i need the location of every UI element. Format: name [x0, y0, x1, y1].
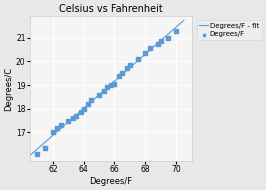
Line: Degrees/F - fit: Degrees/F - fit: [30, 20, 184, 156]
Degrees/F: [66, 119, 70, 122]
Degrees/F - fit: [174, 26, 178, 28]
Degrees/F: [71, 117, 75, 120]
Degrees/F: [102, 89, 106, 93]
Degrees/F - fit: [38, 146, 41, 149]
Degrees/F - fit: [57, 129, 60, 132]
Degrees/F: [109, 84, 114, 87]
Degrees/F: [174, 29, 178, 32]
Degrees/F - fit: [69, 119, 72, 121]
Degrees/F: [59, 124, 63, 127]
X-axis label: Degrees/F: Degrees/F: [89, 177, 132, 186]
Degrees/F: [156, 42, 160, 45]
Degrees/F: [97, 93, 101, 96]
Degrees/F - fit: [169, 31, 172, 33]
Degrees/F: [43, 146, 47, 149]
Degrees/F: [120, 72, 124, 75]
Degrees/F - fit: [28, 154, 31, 157]
Degrees/F: [55, 126, 60, 129]
Degrees/F: [86, 102, 90, 105]
Degrees/F: [159, 40, 163, 43]
Degrees/F: [78, 111, 83, 114]
Title: Celsius vs Fahrenheit: Celsius vs Fahrenheit: [59, 4, 163, 14]
Degrees/F: [166, 36, 171, 39]
Degrees/F: [143, 51, 147, 55]
Degrees/F: [125, 67, 129, 70]
Degrees/F - fit: [34, 149, 38, 151]
Degrees/F: [51, 131, 55, 134]
Degrees/F: [117, 74, 121, 77]
Degrees/F: [148, 47, 152, 50]
Degrees/F - fit: [182, 19, 185, 21]
Y-axis label: Degrees/C: Degrees/C: [4, 66, 13, 111]
Degrees/F: [105, 86, 109, 89]
Degrees/F: [112, 82, 117, 85]
Degrees/F: [128, 63, 132, 66]
Degrees/F: [89, 99, 93, 102]
Legend: Degrees/F - fit, Degrees/F: Degrees/F - fit, Degrees/F: [197, 20, 262, 40]
Degrees/F: [74, 114, 78, 117]
Degrees/F: [82, 107, 86, 110]
Degrees/F: [35, 152, 40, 155]
Degrees/F: [135, 57, 140, 60]
